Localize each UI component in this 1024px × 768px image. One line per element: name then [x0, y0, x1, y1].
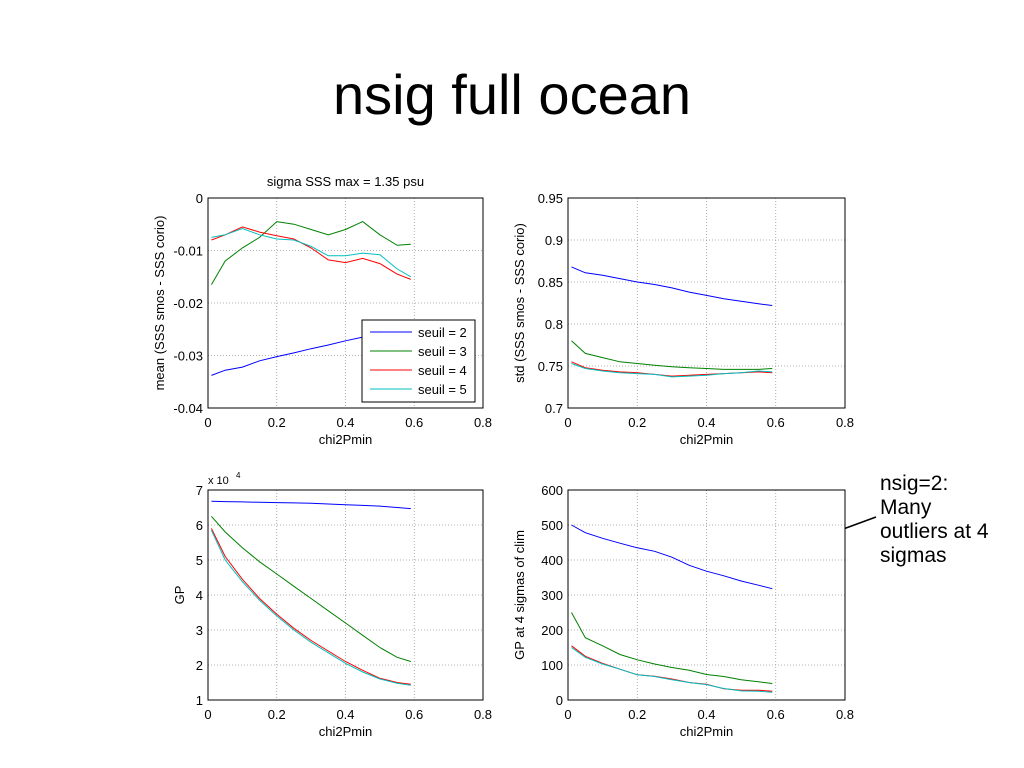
series-line-seuil5: [210, 530, 411, 686]
y-scale-label: x 10: [208, 475, 229, 487]
y-tick-label: 0.95: [538, 191, 563, 206]
x-tick-label: 0.2: [268, 707, 286, 722]
annotation-line: Many: [880, 496, 932, 519]
x-tick-label: 0.4: [697, 707, 715, 722]
x-tick-label: 0.6: [405, 707, 423, 722]
y-tick-label: 600: [541, 483, 563, 498]
y-tick-label: -0.02: [173, 296, 203, 311]
x-tick-label: 0: [204, 415, 211, 430]
y-tick-label: 200: [541, 623, 563, 638]
x-tick-label: 0.8: [836, 415, 854, 430]
legend-label: seuil = 5: [418, 382, 467, 397]
y-tick-label: 0.8: [545, 317, 563, 332]
series-line-seuil2: [211, 500, 411, 510]
x-tick-label: 0.8: [474, 415, 492, 430]
y-tick-label: 100: [541, 658, 563, 673]
series-line-seuil3: [210, 221, 411, 285]
series-line-seuil5: [211, 227, 412, 278]
y-tick-label: 0.85: [538, 275, 563, 290]
legend-label: seuil = 2: [418, 325, 467, 340]
series-line-seuil5: [571, 363, 773, 378]
y-tick-label: 3: [196, 623, 203, 638]
y-tick-label: 0: [196, 191, 203, 206]
y-tick-label: 500: [541, 518, 563, 533]
axes-box: [207, 197, 484, 409]
x-axis-label: chi2Pmin: [319, 724, 372, 739]
y-tick-label: 400: [541, 553, 563, 568]
y-tick-label: 7: [196, 483, 203, 498]
series-line-seuil4: [211, 226, 411, 280]
x-tick-label: 0.6: [767, 415, 785, 430]
axes-box: [567, 197, 846, 409]
axes-box: [207, 489, 484, 701]
x-tick-label: 0: [204, 707, 211, 722]
x-tick-label: 0.6: [767, 707, 785, 722]
series-line-seuil4: [571, 645, 773, 692]
y-tick-label: -0.04: [173, 401, 203, 416]
y-tick-label: 300: [541, 588, 563, 603]
x-tick-label: 0.4: [336, 415, 354, 430]
series-line-seuil2: [571, 266, 773, 306]
x-axis-label: chi2Pmin: [680, 432, 733, 447]
y-tick-label: 0.7: [545, 401, 563, 416]
x-axis-label: chi2Pmin: [319, 432, 372, 447]
x-tick-label: 0.2: [628, 707, 646, 722]
series-line-seuil3: [571, 612, 773, 684]
annotation-line: sigmas: [880, 544, 947, 567]
axes-box: [567, 489, 846, 701]
x-tick-label: 0.6: [405, 415, 423, 430]
y-axis-label: mean (SSS smos - SSS corio): [152, 216, 167, 391]
y-tick-label: 0.9: [545, 233, 563, 248]
annotation-line: nsig=2:: [880, 472, 949, 495]
annotation-line: outliers at 4: [880, 520, 989, 543]
y-tick-label: 1: [196, 693, 203, 708]
series-line-seuil3: [571, 340, 773, 370]
x-tick-label: 0.2: [628, 415, 646, 430]
y-axis-label: std (SSS smos - SSS corio): [512, 223, 527, 383]
y-axis-label: GP at 4 sigmas of clim: [512, 530, 527, 660]
x-tick-label: 0.8: [474, 707, 492, 722]
x-tick-label: 0.8: [836, 707, 854, 722]
y-axis-label: GP: [172, 586, 187, 605]
y-tick-label: 5: [196, 553, 203, 568]
y-tick-label: -0.01: [173, 244, 203, 259]
x-axis-label: chi2Pmin: [680, 724, 733, 739]
x-tick-label: 0.2: [268, 415, 286, 430]
series-line-seuil3: [211, 515, 411, 662]
y-tick-label: 2: [196, 658, 203, 673]
y-scale-exponent: 4: [236, 471, 241, 480]
series-line-seuil2: [571, 524, 773, 590]
legend-label: seuil = 3: [418, 344, 467, 359]
annotation-text: nsig=2: Many outliers at 4 sigmas: [880, 472, 989, 568]
series-line-seuil4: [210, 528, 411, 685]
y-tick-label: 0.75: [538, 359, 563, 374]
x-tick-label: 0.4: [336, 707, 354, 722]
x-tick-label: 0: [564, 415, 571, 430]
chart-title: sigma SSS max = 1.35 psu: [267, 174, 424, 189]
slide-title: nsig full ocean: [332, 63, 691, 126]
y-tick-label: -0.03: [173, 349, 203, 364]
legend-label: seuil = 4: [418, 363, 467, 378]
x-tick-label: 0: [564, 707, 571, 722]
y-tick-label: 0: [556, 693, 563, 708]
y-tick-label: 4: [196, 588, 203, 603]
series-line-seuil5: [571, 647, 773, 693]
y-tick-label: 6: [196, 518, 203, 533]
legend-box: [361, 319, 476, 403]
x-tick-label: 0.4: [697, 415, 715, 430]
